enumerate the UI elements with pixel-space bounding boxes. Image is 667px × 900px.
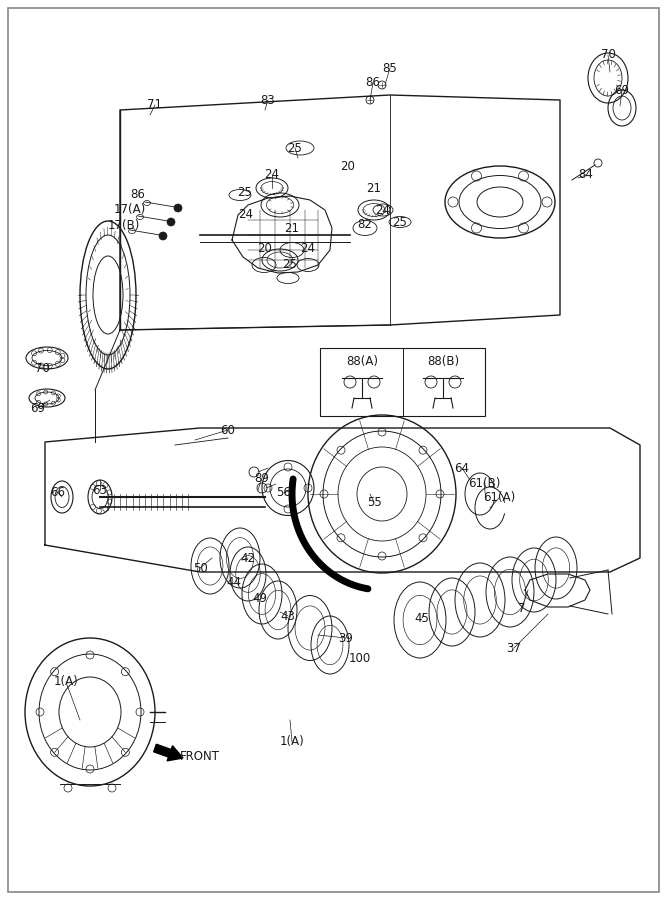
Text: 39: 39 (339, 632, 354, 644)
Text: 24: 24 (239, 208, 253, 220)
Text: 44: 44 (227, 575, 241, 589)
Text: 86: 86 (366, 76, 380, 89)
Text: 25: 25 (287, 141, 302, 155)
Text: 25: 25 (393, 215, 408, 229)
FancyArrow shape (153, 744, 183, 760)
Text: 63: 63 (93, 483, 107, 497)
Text: 42: 42 (241, 552, 255, 564)
Text: 24: 24 (301, 241, 315, 255)
Text: 70: 70 (35, 362, 49, 374)
Text: 24: 24 (265, 168, 279, 182)
Text: 1(A): 1(A) (53, 676, 79, 688)
Bar (320, 348, 485, 416)
Text: 64: 64 (454, 462, 470, 474)
Text: 61(A): 61(A) (483, 491, 515, 505)
Text: 37: 37 (506, 642, 522, 654)
Circle shape (167, 218, 175, 226)
Text: 25: 25 (283, 257, 297, 271)
Text: 71: 71 (147, 98, 163, 112)
Text: 88(B): 88(B) (427, 356, 459, 368)
Circle shape (159, 232, 167, 240)
Text: 88(A): 88(A) (346, 356, 378, 368)
Text: 85: 85 (383, 61, 398, 75)
Text: 21: 21 (366, 182, 382, 194)
Text: 45: 45 (415, 611, 430, 625)
Text: 24: 24 (376, 203, 390, 217)
Text: 55: 55 (367, 496, 382, 508)
Text: 66: 66 (51, 485, 65, 499)
Text: 20: 20 (341, 159, 356, 173)
Text: 82: 82 (358, 219, 372, 231)
Text: 50: 50 (193, 562, 207, 574)
Circle shape (174, 204, 182, 212)
Text: 69: 69 (614, 84, 630, 96)
Text: 69: 69 (31, 401, 45, 415)
Text: 89: 89 (255, 472, 269, 484)
Text: 43: 43 (281, 609, 295, 623)
Text: 17(A): 17(A) (114, 203, 146, 217)
Text: 21: 21 (285, 221, 299, 235)
Text: 84: 84 (578, 168, 594, 182)
Text: 60: 60 (221, 424, 235, 436)
Text: 70: 70 (600, 49, 616, 61)
Text: 83: 83 (261, 94, 275, 106)
Text: 7: 7 (518, 601, 526, 615)
Text: 49: 49 (253, 591, 267, 605)
Text: 100: 100 (349, 652, 371, 664)
Text: 25: 25 (237, 186, 252, 200)
Text: 1(A): 1(A) (279, 735, 304, 749)
Text: 20: 20 (257, 241, 272, 255)
Text: 17(B): 17(B) (108, 220, 140, 232)
Text: 56: 56 (277, 487, 291, 500)
Text: FRONT: FRONT (180, 750, 220, 762)
Text: 61(B): 61(B) (468, 476, 500, 490)
Text: 86: 86 (131, 188, 145, 202)
